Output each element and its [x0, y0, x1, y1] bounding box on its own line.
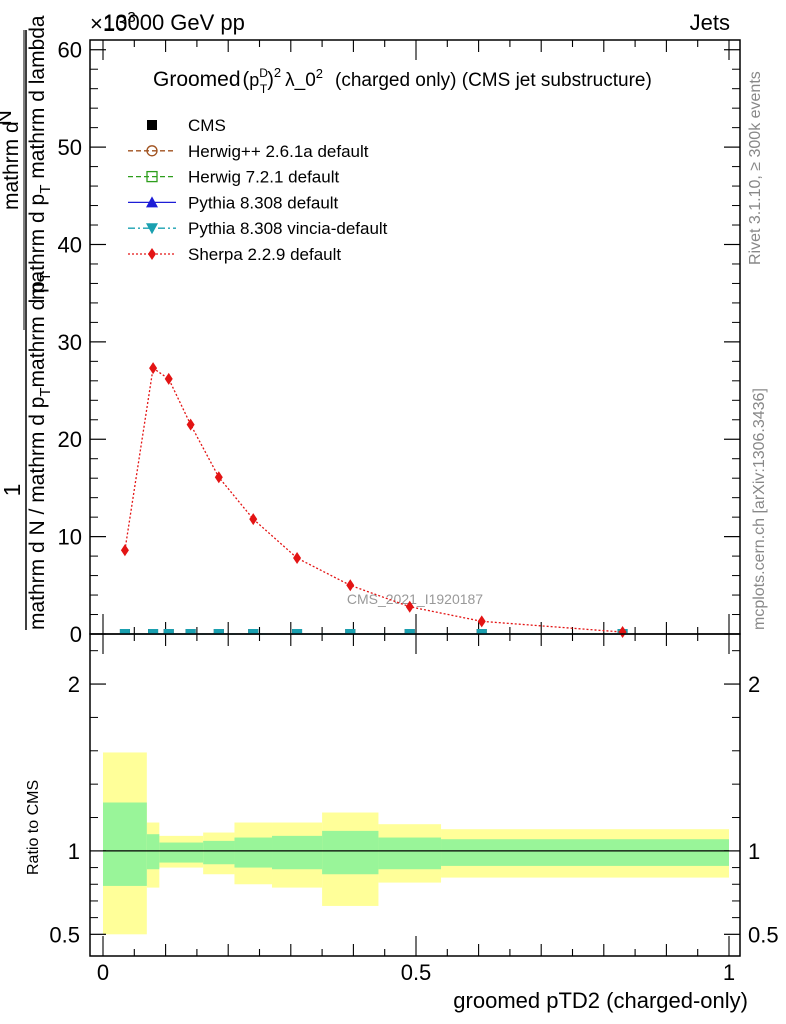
point-sherpa-2-2-9-default-6 [293, 552, 302, 565]
main-ytick-label-6: 60 [58, 38, 82, 63]
svg-text:mathrm d N / mathrm d pTmathrm: mathrm d N / mathrm d pTmathrm d pT [26, 272, 54, 630]
legend: CMS Herwig++ 2.6.1a default Herwig 7.2.1 d… [128, 116, 388, 264]
ratio-y-ticks: 0.5 0.5 1 1 2 2 [49, 650, 779, 947]
main-ylabel: 1 mathrm d N / mathrm d pTmathrm d pT ma… [0, 15, 54, 630]
legend-marker-cms [147, 120, 157, 130]
point-pythia-8-308-vincia-default-9 [476, 629, 487, 634]
point-sherpa-2-2-9-default-1 [149, 362, 158, 375]
ratio-band-inner-7 [378, 837, 442, 870]
main-series [119, 362, 628, 639]
point-sherpa-2-2-9-default-10 [618, 626, 627, 639]
ratio-band-inner-2 [159, 842, 204, 863]
exponent-power: 3 [127, 9, 135, 26]
point-sherpa-2-2-9-default-8 [405, 600, 414, 613]
point-sherpa-2-2-9-default-0 [120, 544, 129, 557]
legend-label-pythia-8-308-default: Pythia 8.308 default [188, 193, 339, 212]
ratio-band-inner-1 [146, 834, 160, 870]
svg-text:mathrm dN: mathrm dN [0, 110, 23, 210]
point-pythia-8-308-vincia-default-4 [213, 629, 224, 634]
point-pythia-8-308-vincia-default-7 [345, 629, 356, 634]
ratio-ytick-label-right-0: 0.5 [748, 922, 779, 947]
svg-text:Groomed(pDT)2λ_02(charged only: Groomed (pD T)2 λ_02 (charged only) (CMS jet… [153, 65, 652, 96]
svg-text:mathrm d pT mathrm d lambda: mathrm d pT mathrm d lambda [26, 15, 54, 300]
main-ytick-label-0: 0 [70, 622, 82, 647]
point-pythia-8-308-vincia-default-1 [148, 629, 159, 634]
point-pythia-8-308-vincia-default-3 [185, 629, 196, 634]
watermark: CMS_2021_I1920187 [347, 591, 483, 607]
svg-text:1: 1 [0, 484, 25, 497]
main-ytick-label-5: 50 [58, 135, 82, 160]
exponent-label: ×103 [90, 9, 136, 36]
legend-label-herwig-7-2-1-default: Herwig 7.2.1 default [188, 168, 339, 187]
ratio-band-inner-6 [322, 830, 379, 875]
main-ytick-label-4: 40 [58, 232, 82, 257]
main-ytick-label-2: 20 [58, 427, 82, 452]
ratio-ytick-label-0: 0.5 [49, 922, 80, 947]
ratio-band-inner-5 [272, 835, 323, 870]
legend-marker-sherpa-2-2-9-default [148, 248, 156, 260]
point-pythia-8-308-vincia-default-5 [248, 629, 259, 634]
x-tick-label-0: 0 [97, 960, 109, 985]
legend-label-cms: CMS [188, 116, 226, 135]
x-axis-label: groomed pTD2 (charged-only) [453, 988, 748, 1013]
ratio-band-inner-3 [203, 840, 235, 865]
ratio-band-inner-8 [441, 839, 729, 866]
rivet-label: Rivet 3.1.10, ≥ 300k events [747, 71, 764, 265]
point-sherpa-2-2-9-default-4 [214, 471, 223, 484]
ratio-x-ticks: 0 0.5 1 [97, 634, 735, 985]
process-label: Jets [690, 10, 730, 35]
point-sherpa-2-2-9-default-7 [346, 579, 355, 592]
chart-title: Groomed (pD T)2 λ_02 (charged only) (CMS jet… [153, 65, 652, 96]
ratio-plot-frame [89, 633, 741, 957]
x-tick-label-1: 0.5 [401, 960, 432, 985]
legend-marker-herwig-2-6-1a-default [146, 145, 158, 157]
point-sherpa-2-2-9-default-3 [186, 418, 195, 431]
main-ytick-label-1: 10 [58, 525, 82, 550]
point-pythia-8-308-vincia-default-2 [163, 629, 174, 634]
point-pythia-8-308-vincia-default-6 [292, 629, 303, 634]
mcplots-label: mcplots.cern.ch [arXiv:1306.3436] [751, 388, 768, 630]
point-sherpa-2-2-9-default-9 [477, 615, 486, 628]
main-y-ticks: 0 10 20 30 40 50 60 [58, 38, 740, 647]
ratio-ytick-label-2: 2 [68, 672, 80, 697]
ratio-bands [103, 752, 729, 935]
legend-marker-pythia-8-308-vincia-default [146, 223, 158, 235]
series-line-sherpa-2-2-9-default [124, 367, 623, 633]
ratio-ytick-label-right-1: 1 [748, 839, 760, 864]
main-ytick-label-3: 30 [58, 330, 82, 355]
ratio-ylabel: Ratio to CMS [25, 780, 42, 875]
point-sherpa-2-2-9-default-5 [249, 513, 258, 526]
legend-marker-herwig-7-2-1-default [146, 170, 158, 183]
ratio-ytick-label-1: 1 [68, 839, 80, 864]
legend-label-pythia-8-308-vincia-default: Pythia 8.308 vincia-default [188, 219, 388, 238]
legend-marker-pythia-8-308-default [146, 196, 158, 208]
ratio-band-inner-0 [103, 802, 147, 886]
main-x-ticks [102, 40, 730, 634]
energy-label: 13000 GeV pp [103, 10, 245, 35]
point-pythia-8-308-vincia-default-8 [404, 629, 415, 634]
legend-label-herwig-2-6-1a-default: Herwig++ 2.6.1a default [188, 142, 369, 161]
point-sherpa-2-2-9-default-2 [164, 372, 173, 385]
point-pythia-8-308-vincia-default-0 [119, 629, 130, 634]
ratio-ytick-label-right-2: 2 [748, 672, 760, 697]
legend-label-sherpa-2-2-9-default: Sherpa 2.2.9 default [188, 245, 341, 264]
ratio-band-inner-4 [234, 837, 273, 868]
x-tick-label-2: 1 [723, 960, 735, 985]
